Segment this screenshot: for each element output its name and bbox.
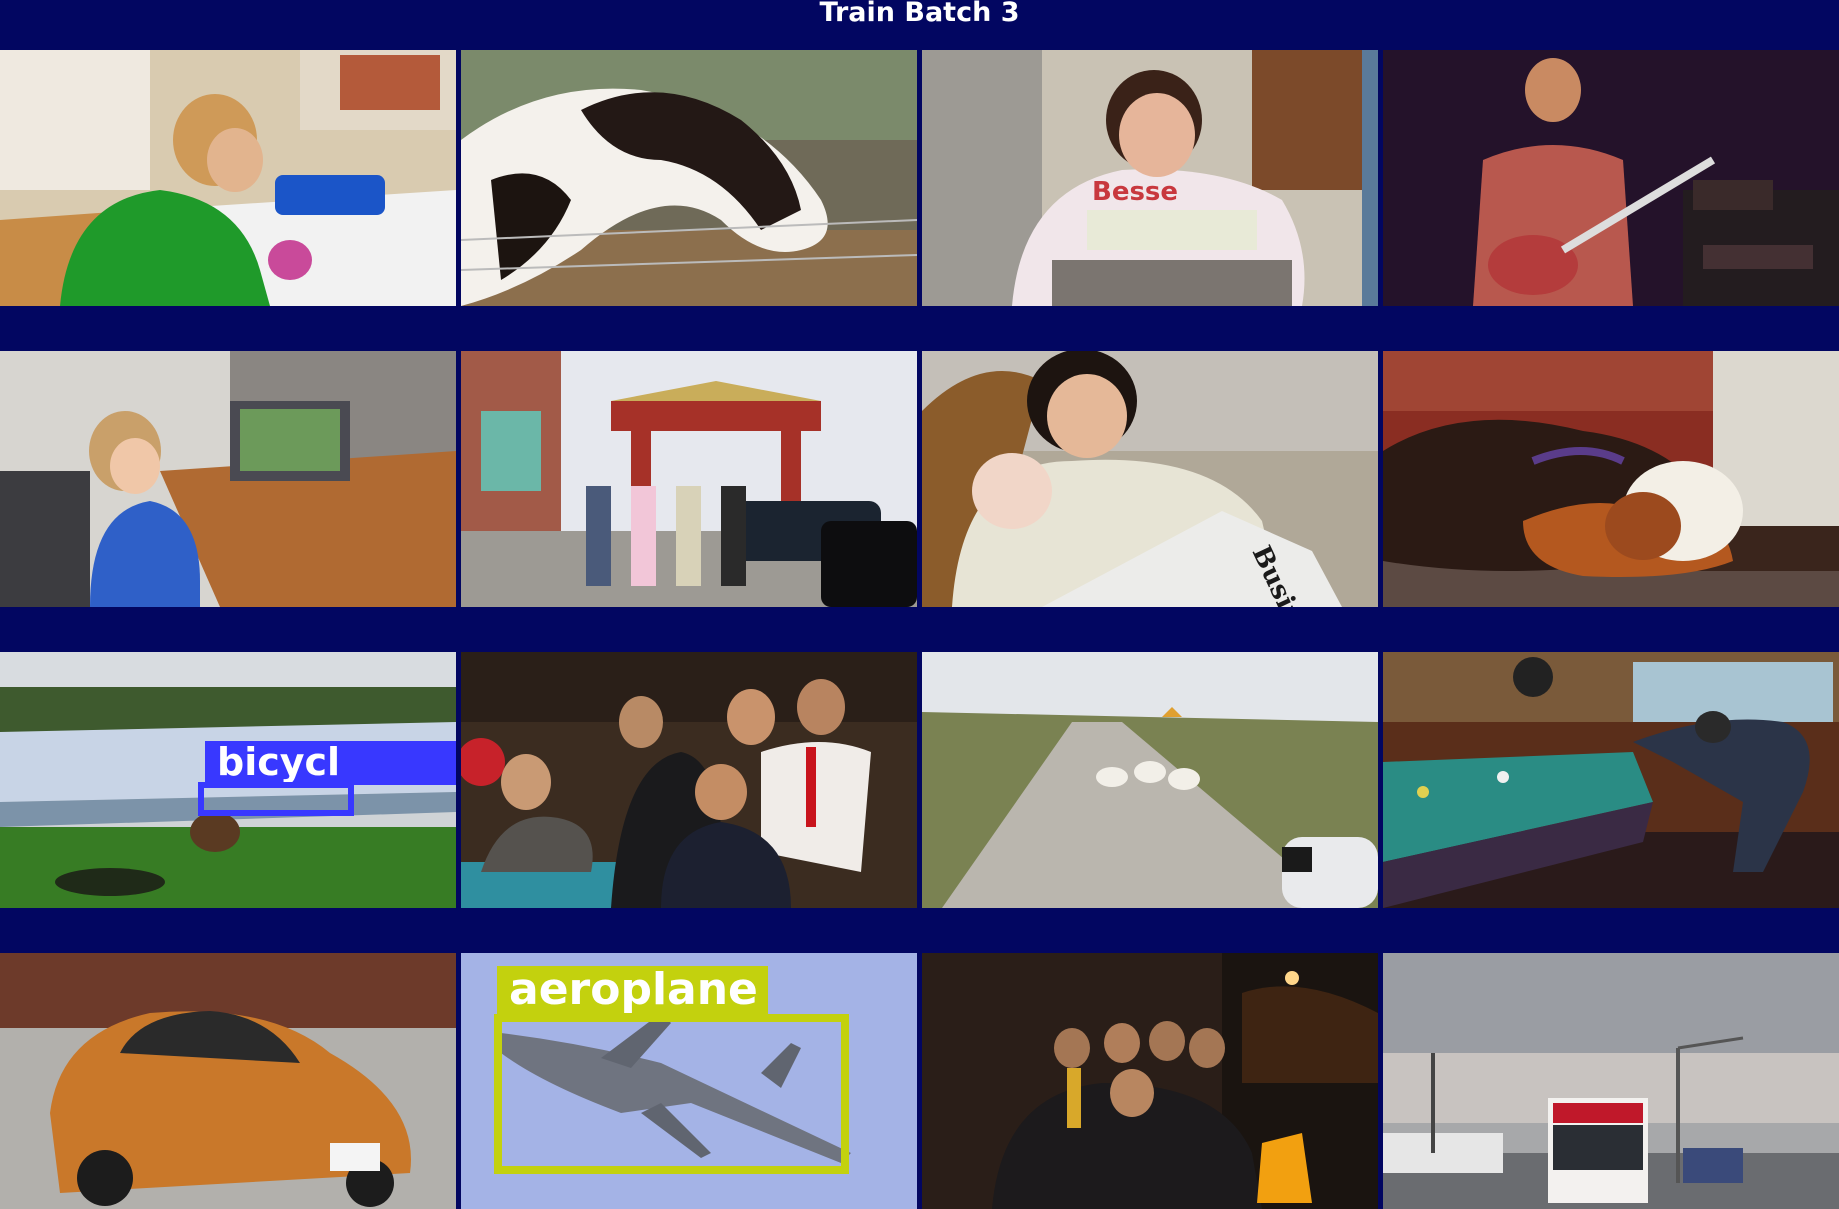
page-title: Train Batch 3 <box>819 0 1020 28</box>
detection-label-aeroplane: aeroplane <box>497 966 768 1018</box>
grid-image-woman-phone: Besse <box>922 50 1378 306</box>
detection-label-bicycle: bicycl <box>205 741 456 785</box>
grid-image-bus-highway <box>1383 953 1839 1209</box>
grid-image-chinese-gate <box>461 351 917 607</box>
grid-image-night-group <box>922 953 1378 1209</box>
grid-image-aeroplane: aeroplane <box>461 953 917 1209</box>
svg-text:Besse: Besse <box>1092 177 1178 207</box>
grid-image-velodrome: bicycl <box>0 652 456 908</box>
detection-box-aeroplane <box>494 1014 849 1174</box>
grid-image-sheep-road <box>922 652 1378 908</box>
grid-image-horse <box>461 50 917 306</box>
grid-image-guitarist <box>1383 50 1839 306</box>
grid-image-sports-car <box>0 953 456 1209</box>
grid-image-child-laptop <box>0 351 456 607</box>
image-grid: Besse <box>0 50 1839 1209</box>
grid-image-pool-player <box>1383 652 1839 908</box>
grid-image-beagle <box>1383 351 1839 607</box>
detection-box-bicycle <box>198 782 354 816</box>
grid-image-woman-baby: Business <box>922 351 1378 607</box>
grid-image-restaurant-group <box>461 652 917 908</box>
grid-image-boy-eating <box>0 50 456 306</box>
